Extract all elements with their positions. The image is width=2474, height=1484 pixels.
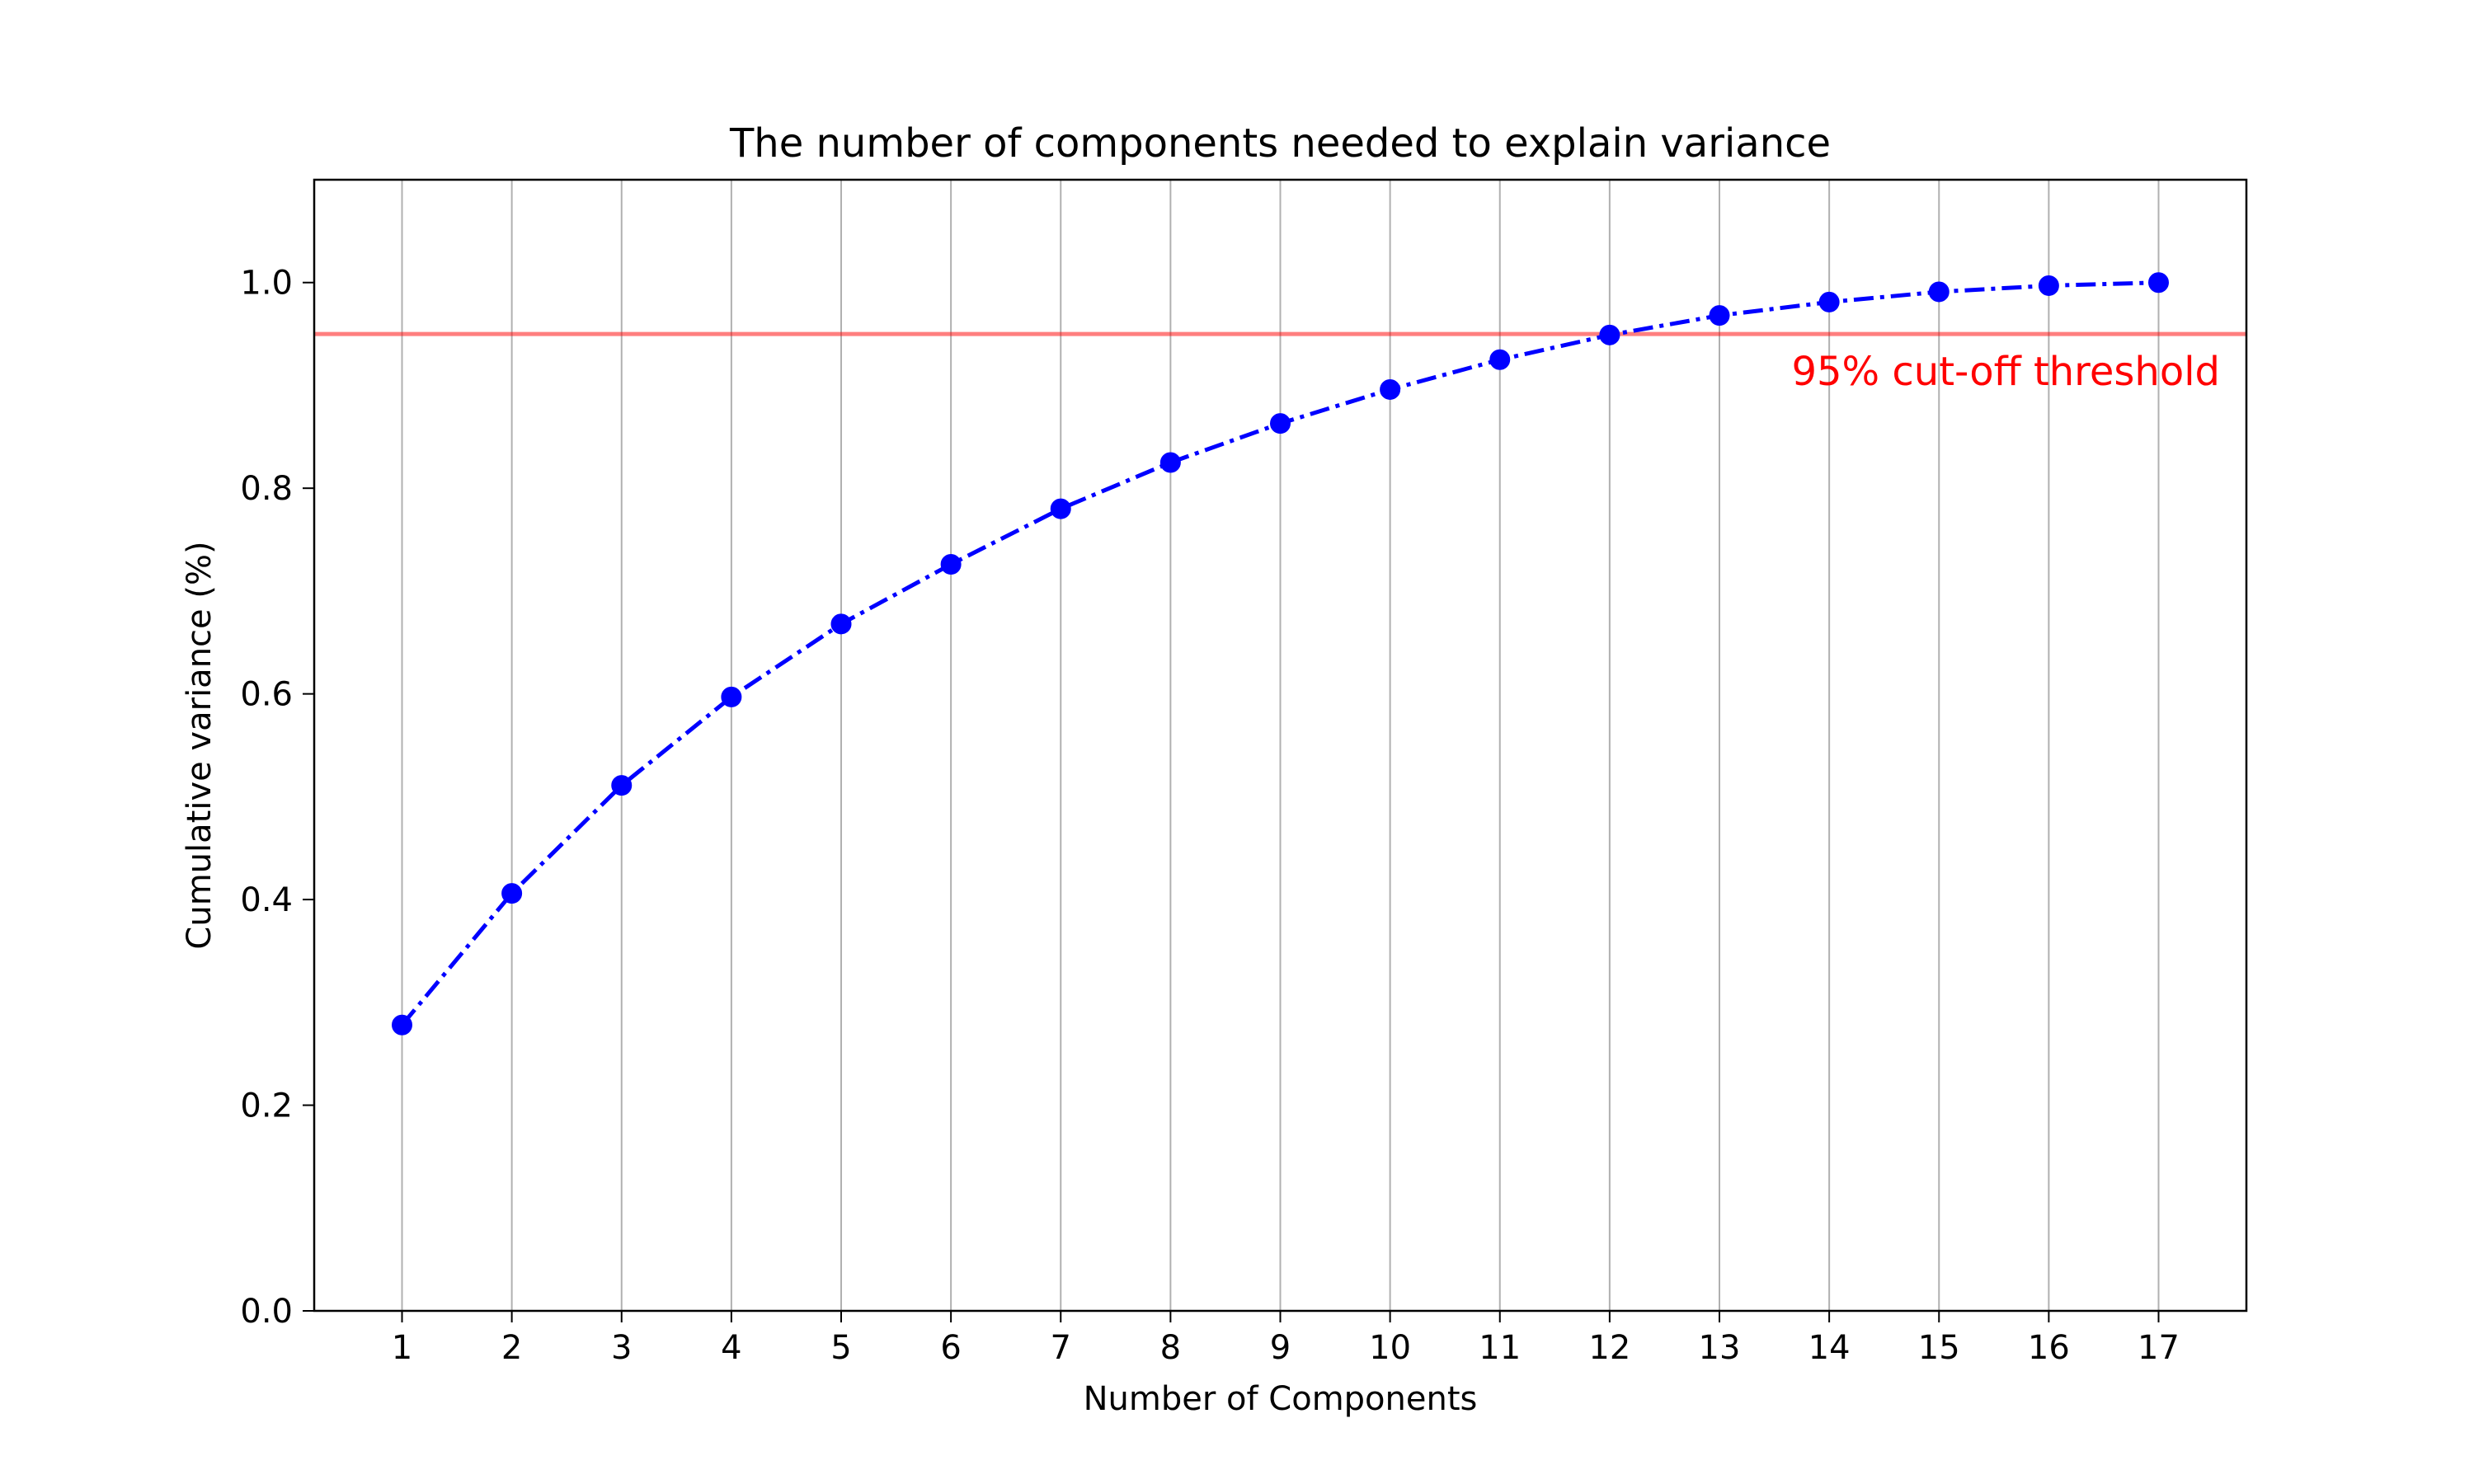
x-tick-label-15: 15 (1918, 1329, 1960, 1367)
x-tick-label-4: 4 (721, 1329, 741, 1367)
data-point-3 (611, 775, 633, 796)
x-tick-label-11: 11 (1479, 1329, 1521, 1367)
y-axis-label: Cumulative variance (%) (181, 541, 219, 949)
y-tick-label-0.0: 0.0 (240, 1293, 293, 1331)
data-point-16 (2038, 275, 2059, 296)
x-tick-label-16: 16 (2028, 1329, 2070, 1367)
x-tick-label-2: 2 (501, 1329, 522, 1367)
x-tick-label-1: 1 (392, 1329, 412, 1367)
data-point-5 (830, 613, 852, 635)
x-tick-label-10: 10 (1369, 1329, 1411, 1367)
x-tick-label-9: 9 (1270, 1329, 1291, 1367)
chart-title: The number of components needed to expla… (729, 120, 1831, 167)
data-point-14 (1818, 291, 1840, 312)
x-axis-label: Number of Components (1084, 1380, 1478, 1418)
y-tick-label-0.6: 0.6 (240, 676, 293, 714)
x-tick-label-5: 5 (830, 1329, 851, 1367)
data-point-10 (1380, 378, 1401, 400)
data-point-17 (2148, 272, 2169, 294)
x-tick-label-7: 7 (1051, 1329, 1071, 1367)
data-point-11 (1489, 349, 1511, 370)
data-point-9 (1270, 413, 1291, 434)
x-tick-label-17: 17 (2138, 1329, 2180, 1367)
threshold-label: 95% cut-off threshold (1791, 349, 2220, 395)
y-tick-label-1.0: 1.0 (240, 265, 293, 303)
data-point-12 (1599, 324, 1620, 345)
data-point-1 (392, 1014, 412, 1036)
series-layer (392, 272, 2169, 1036)
x-tick-label-12: 12 (1588, 1329, 1630, 1367)
y-tick-label-0.4: 0.4 (240, 881, 293, 919)
data-point-6 (940, 553, 962, 575)
x-tick-label-14: 14 (1808, 1329, 1851, 1367)
data-point-15 (1928, 281, 1950, 303)
y-axis-ticks: 0.0 0.2 0.4 0.6 0.8 1.0 (240, 265, 314, 1331)
data-point-2 (501, 883, 523, 904)
data-point-13 (1709, 305, 1730, 326)
x-tick-label-8: 8 (1160, 1329, 1181, 1367)
y-tick-label-0.8: 0.8 (240, 470, 293, 508)
x-tick-label-13: 13 (1699, 1329, 1741, 1367)
data-point-8 (1159, 452, 1181, 473)
y-tick-label-0.2: 0.2 (240, 1087, 293, 1125)
x-tick-label-3: 3 (611, 1329, 632, 1367)
x-axis-ticks: 1 2 3 4 5 6 7 8 9 10 11 12 13 14 15 16 17 (392, 1311, 2180, 1367)
x-tick-label-6: 6 (940, 1329, 961, 1367)
data-point-4 (721, 686, 742, 707)
data-point-7 (1050, 498, 1071, 519)
